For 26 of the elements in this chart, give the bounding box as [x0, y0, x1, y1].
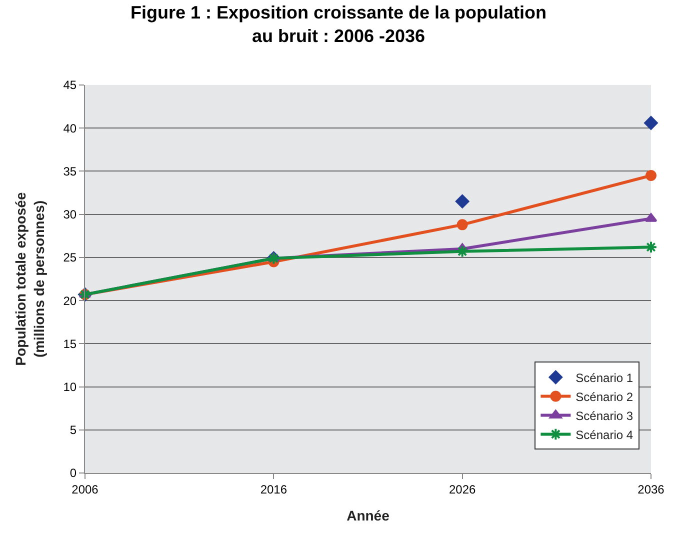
point [456, 245, 469, 258]
legend-label: Scénario 3 [576, 408, 634, 423]
y-tick-label: 35 [63, 164, 77, 178]
y-tick-label: 25 [63, 250, 77, 265]
y-axis-title: Population totale exposée (millions de personnes) [12, 192, 47, 366]
y-tick-label: 10 [63, 380, 77, 394]
legend-label: Scénario 4 [576, 428, 634, 442]
x-tick-label: 2036 [638, 482, 665, 496]
point [455, 194, 470, 208]
y-tick-label: 30 [63, 208, 77, 222]
point [644, 116, 658, 130]
point [456, 219, 468, 230]
point [646, 170, 656, 182]
y-tick-label: 40 [63, 121, 77, 136]
x-axis-title: Année [346, 508, 390, 524]
y-tick-label: 5 [70, 423, 77, 438]
chart-title: Figure 1 : Exposition croissante de la population au bruit : 2006 -2036 [130, 2, 547, 46]
y-tick-label: 20 [63, 294, 77, 308]
legend-label: Scénario 1 [576, 370, 634, 385]
y-tick-label: 45 [63, 78, 77, 92]
legend-label: Scénario 2 [576, 390, 634, 404]
x-tick-label: 2016 [260, 482, 288, 496]
x-tick-label: 2006 [72, 482, 99, 496]
y-tick-label: 15 [63, 336, 77, 351]
x-tick-label: 2026 [448, 482, 476, 496]
y-tick-label: 0 [70, 466, 77, 480]
